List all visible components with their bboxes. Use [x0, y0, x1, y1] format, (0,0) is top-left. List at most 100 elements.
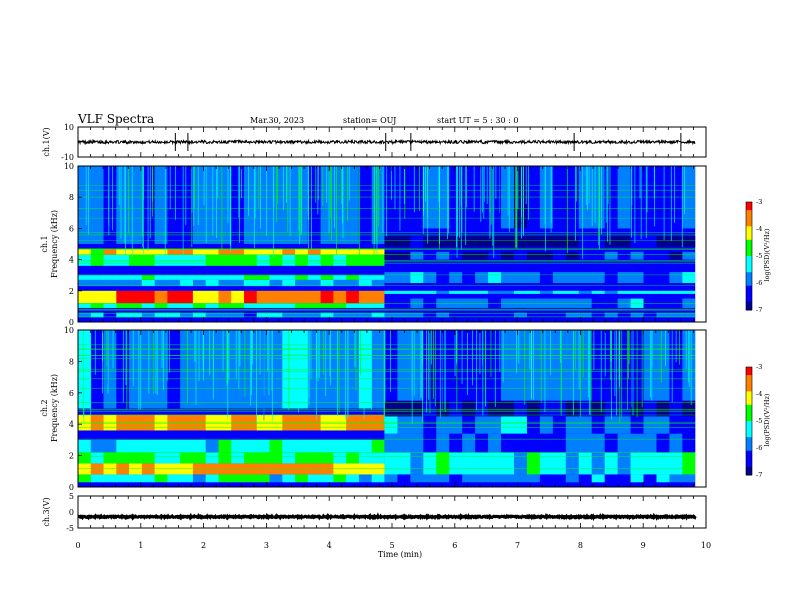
ch2-colorbar-step	[746, 448, 752, 452]
spectrogram-cell	[630, 312, 645, 318]
spectrogram-cell	[205, 414, 219, 431]
spectrogram-cell	[565, 272, 580, 283]
spectrogram-cell	[78, 248, 92, 255]
start-ut-label: start UT = 5 : 30 : 0	[437, 116, 518, 125]
ch1-colorbar-step	[746, 242, 752, 246]
spectrogram-cell	[539, 272, 554, 283]
spectrogram-cell	[488, 290, 502, 294]
spectrogram-cell	[669, 272, 683, 283]
ch1-colorbar-step	[746, 220, 752, 225]
spectrogram-cell	[397, 400, 411, 417]
spectrogram-cell	[501, 474, 515, 483]
spectrogram-cell	[410, 312, 424, 318]
spectrogram-cell	[282, 290, 296, 304]
spectrogram-cell	[384, 236, 398, 248]
spectrogram-cell	[552, 290, 567, 294]
spectrogram-cell	[591, 452, 606, 475]
spectrogram-cell	[526, 236, 541, 248]
spectrogram-cell	[90, 439, 105, 453]
spectrogram-cell	[333, 303, 347, 308]
spectrogram-cell	[669, 236, 683, 248]
spectrogram-cell	[90, 248, 105, 255]
spectrogram-cell	[449, 312, 463, 318]
spectrogram-cell	[410, 474, 424, 483]
spectrogram-cell	[501, 400, 515, 417]
ch2-colorbar-step	[746, 377, 752, 381]
spectrogram-cell	[244, 279, 258, 287]
spectrogram-cell	[643, 251, 657, 260]
spectrogram-cell	[552, 272, 567, 283]
spectrogram-cell	[501, 251, 515, 260]
ch1-colorbar-step	[746, 237, 752, 241]
spectrogram-cell	[167, 439, 181, 453]
ch2-colorbar-step	[746, 418, 752, 422]
ch2-colorbar-step	[746, 423, 752, 427]
spectrogram-cell	[78, 279, 92, 287]
spectrogram-cell	[436, 330, 450, 401]
ch1-colorbar-step	[746, 239, 752, 243]
ch2-colorbar-tick--4: -4	[756, 390, 762, 398]
spectrogram-cell	[617, 416, 632, 434]
spectrogram-cell	[578, 290, 593, 294]
spectrogram-cell	[384, 433, 398, 453]
spectrogram-cell	[630, 290, 645, 294]
spectrogram-cell	[552, 452, 567, 475]
spectrogram-cell	[141, 248, 156, 255]
spectrogram-cell	[384, 312, 398, 318]
spectrogram-cell	[513, 416, 528, 434]
spectrogram-cell	[218, 439, 232, 453]
spectrogram-cell	[180, 463, 194, 475]
spectrogram-cell	[295, 312, 309, 318]
spectrogram-cell	[180, 452, 194, 464]
spectrogram-cell	[384, 330, 398, 401]
spectrogram-cell	[410, 416, 424, 434]
spectrogram-cell	[269, 290, 283, 304]
spectrogram-cell	[141, 290, 156, 304]
spectrogram-cell	[295, 439, 309, 453]
spectrogram-cell	[682, 290, 696, 294]
spectrogram-cell	[141, 312, 156, 318]
ch2-colorbar-step	[746, 453, 752, 457]
spectrogram-cell	[501, 452, 515, 475]
spectrogram-cell	[552, 474, 567, 483]
spectrogram-cell	[90, 303, 105, 308]
ch1-colorbar-step	[746, 299, 752, 303]
ch2-colorbar-step	[746, 458, 752, 462]
spectrogram-cell	[423, 290, 437, 294]
spectrogram-cell	[423, 236, 437, 248]
spectrogram-cell	[682, 272, 696, 283]
spectrogram-cell	[565, 433, 580, 453]
spectrogram-cell	[643, 433, 657, 453]
spectrogram-cell	[669, 433, 683, 453]
ch1-waveform-trace	[77, 133, 696, 151]
ch2-colorbar-step	[746, 431, 752, 435]
spectrogram-cell	[526, 416, 541, 434]
spectrogram-cell	[180, 248, 194, 255]
spectrogram-cell	[103, 439, 117, 453]
ch1-colorbar-step	[746, 223, 752, 227]
spectrogram-cell	[436, 452, 450, 475]
ch1-ylabel: ch.1(V)	[42, 127, 51, 156]
spectrogram-cell	[501, 236, 515, 248]
spectrogram-cell	[397, 290, 411, 294]
spectrogram-cell	[307, 474, 322, 483]
ch1-colorbar-step	[746, 291, 752, 295]
spectrogram-cell	[475, 474, 489, 483]
spectrogram-cell	[192, 414, 207, 431]
spectrogram-cell	[449, 251, 463, 260]
spectrogram-cell	[643, 312, 657, 318]
ch1-colorbar-step	[746, 293, 752, 297]
spectrogram-cell	[333, 452, 347, 464]
spectrogram-cell	[397, 312, 411, 318]
date-label: Mar.30, 2023	[250, 116, 304, 125]
spectrogram-cell	[307, 275, 322, 280]
spectrogram-cell	[307, 248, 322, 255]
spectrogram-cell	[604, 416, 619, 434]
spectrogram-cell	[256, 279, 271, 287]
spectrogram-cell	[656, 474, 670, 483]
spectrogram-cell	[346, 439, 360, 453]
spectrogram-cell	[78, 474, 92, 483]
spectrogram-cell	[630, 251, 645, 260]
spectrogram-cell	[333, 463, 347, 475]
spectrogram-cell	[358, 254, 373, 266]
